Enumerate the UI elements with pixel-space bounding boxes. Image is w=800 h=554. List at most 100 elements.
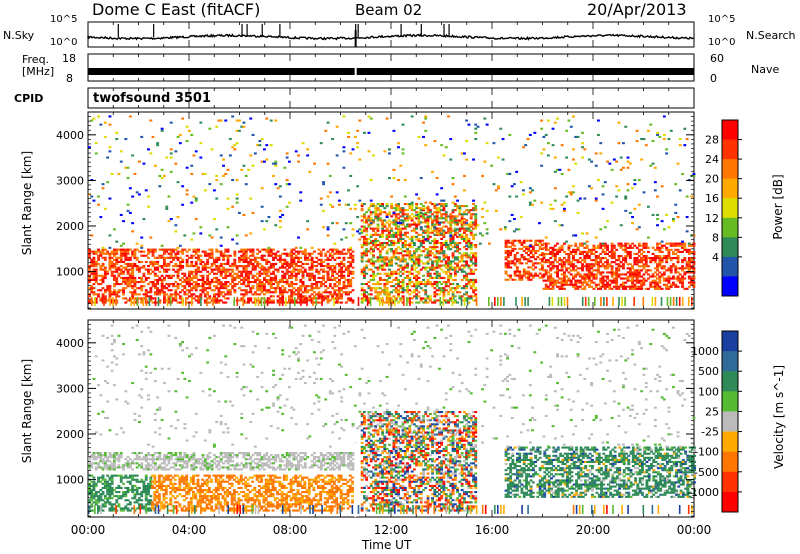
power-cell-426 [192,293,196,296]
power-cell-1816 [369,260,373,263]
power-cell-2064 [390,244,394,247]
power-cell-3752 [631,281,634,284]
power-cell-668 [247,270,250,273]
power-cell-2228 [403,250,407,253]
power-cell-2566 [433,239,437,242]
power-cell-542 [217,281,221,284]
power-cell-1638 [319,265,323,268]
power-cell-1984 [383,242,387,245]
power-cell-1633 [315,256,319,259]
power-cell-1593 [294,254,298,257]
power-cell-350 [172,274,175,277]
power-cell-1021 [326,278,330,281]
power-cell-1997 [385,289,389,292]
power-cell-132 [117,268,121,271]
power-cell-4040 [683,287,687,290]
power-cell-3957 [667,279,671,282]
power-cell-4454 [394,218,398,221]
power-cell-886 [294,272,298,275]
power-cell-4042 [683,273,687,276]
power-cell-1182 [108,265,112,268]
power-cell-4228 [194,199,198,202]
power-cell-4417 [356,216,360,219]
power-cell-1790 [367,297,371,300]
power-cell-3936 [662,267,666,270]
power-cell-4549 [483,222,487,225]
power-cell-3987 [672,252,675,255]
power-cell-3736 [628,279,632,282]
power-cell-4334 [278,220,282,223]
power-cell-3629 [610,279,614,282]
power-cell-4099 [692,250,696,253]
power-cell-860 [290,289,294,292]
power-cell-2297 [410,291,414,294]
power-cell-1920 [378,276,382,279]
power-cell-1315 [167,265,171,268]
power-cell-1350 [181,252,185,255]
power-cell-795 [276,295,280,298]
power-cell-2187 [399,207,403,210]
power-cell-4116 [99,123,103,126]
power-cell-732 [263,285,266,288]
power-cell-666 [247,274,250,277]
power-cell-3826 [642,267,646,270]
power-cell-3555 [597,263,600,266]
power-cell-4578 [510,213,514,216]
power-cell-1555 [278,256,282,259]
power-cell-489 [206,283,210,286]
power-cell-2278 [408,272,412,275]
power-gs-4848 [403,297,405,306]
power-cell-2096 [392,219,396,222]
power-cell-2055 [390,272,394,275]
power-cell-3195 [531,245,535,248]
power-cell-1396 [206,262,210,265]
power-cell-262 [149,268,153,271]
power-cell-3073 [506,278,510,281]
power-cell-4212 [183,234,187,237]
power-cell-4580 [513,244,516,247]
power-cell-4054 [685,263,689,266]
power-cell-4102 [88,193,91,196]
power-cell-646 [244,293,248,296]
power-cell-2940 [465,256,469,259]
power-cell-4612 [542,148,546,151]
power-cell-4704 [615,185,619,188]
power-cell-3516 [590,267,594,270]
power-cell-4695 [603,226,607,229]
power-cell-3469 [583,279,587,282]
power-cell-3321 [556,261,559,264]
power-cell-2638 [438,209,441,212]
power-gs-4869 [557,297,560,306]
power-cell-343 [169,276,173,279]
power-cell-4432 [367,242,371,245]
power-cell-702 [256,278,260,281]
power-cell-3202 [534,249,538,252]
power-cell-4673 [585,232,589,235]
power-cell-1900 [376,239,380,242]
power-cell-3572 [599,246,603,249]
power-cell-2205 [401,250,405,253]
power-cell-659 [247,297,250,300]
power-cell-3056 [474,209,478,212]
power-cell-2828 [453,219,457,222]
power-cell-298 [158,270,162,273]
power-cell-787 [274,287,278,290]
power-cell-47 [99,299,103,302]
power-cell-4607 [540,201,544,204]
power-cell-92 [108,268,112,271]
power-cell-3601 [603,244,607,247]
power-cell-2926 [465,299,469,302]
power-cell-962 [313,297,316,300]
power-cell-1170 [101,265,105,268]
power-cell-4572 [503,226,507,229]
power-cell-2109 [394,270,398,273]
power-cell-2153 [397,225,400,228]
power-cell-3332 [558,259,562,262]
power-cell-2833 [453,203,457,206]
power-cell-1318 [167,252,171,255]
power-cell-1054 [333,270,337,273]
power-cell-2302 [410,266,414,269]
power-cell-4631 [556,117,559,120]
power-cell-2578 [433,205,437,208]
